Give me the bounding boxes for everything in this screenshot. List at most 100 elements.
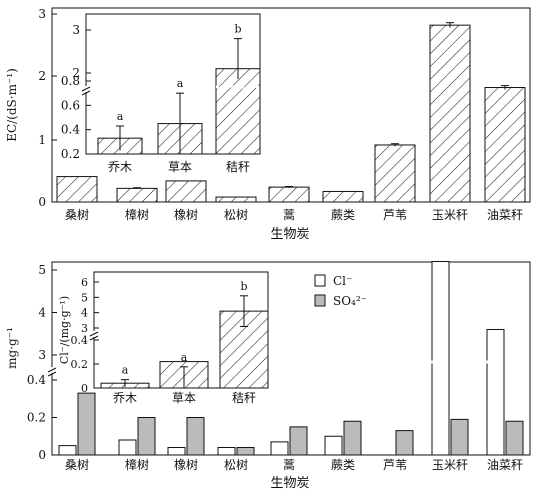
bottom-bars [58, 261, 524, 456]
top-x-tick-label-2: 樟树 [125, 207, 149, 222]
top-x-axis-title: 生物炭 [270, 227, 309, 242]
top-bar-5 [268, 186, 310, 203]
top-y-tick-label: 3 [38, 7, 46, 21]
bottom-y-tick-label: 4 [38, 306, 46, 320]
bottom-bar-so4-8 [450, 418, 469, 456]
bottom-panel: 00.20.4345 mg·g⁻¹ 桑树 樟树 橡树 松树蒿蕨类 芦苇 玉米秆 油菜秆 生物… [5, 261, 531, 491]
bottom-y-tick-label: 0 [38, 448, 46, 462]
top-inset-bars: a a b [97, 23, 261, 155]
bottom-y-tick-label: 5 [38, 263, 46, 277]
bottom-bar-so4-9 [505, 420, 524, 456]
bottom-bar-so4-4 [236, 447, 255, 456]
bottom-x-tick-labels: 桑树 樟树 橡树 松树 蒿 蕨类 芦苇 玉米秆 油菜秆 [65, 457, 523, 472]
top-y-tick-label: 0 [38, 195, 46, 209]
bottom-inset-significance-letter-1: a [122, 364, 129, 377]
legend-label-so4: SO₄²⁻ [333, 294, 367, 308]
legend-label-cl: Cl⁻ [333, 274, 352, 288]
top-x-tick-labels: 桑树 樟树 橡树 松树 蒿 蕨类 芦苇 玉米秆 油菜秆 [65, 207, 523, 222]
bottom-bar-cl-1 [58, 445, 77, 456]
bottom-inset-bars: a a b [100, 280, 269, 389]
bottom-bar-so4-1 [77, 392, 96, 456]
bottom-inset-x-tick-label-2: 草本 [172, 391, 196, 405]
bottom-y-ticks: 0 0.2 0.4 3 4 5 [27, 263, 57, 462]
bottom-bar-so4-3 [186, 417, 205, 456]
top-bar-6 [322, 190, 364, 203]
legend-swatch-cl [314, 274, 326, 287]
top-bar-4 [215, 196, 257, 203]
bottom-x-tick-label-4: 松树 [224, 457, 248, 472]
top-inset-significance-letter-2: a [177, 77, 184, 90]
top-bar-8 [429, 24, 471, 203]
top-inset-axis-break [81, 86, 91, 96]
top-x-tick-label-9: 油菜秆 [487, 208, 523, 222]
top-inset: 0.2 0.4 0.6 0.82 3 a a b 乔木 草本 秸秆 [61, 13, 261, 174]
bottom-inset-y-tick-label: 5 [81, 291, 88, 304]
top-x-tick-label-6: 蕨类 [331, 208, 355, 222]
bottom-y-tick-label: 3 [38, 348, 46, 362]
bottom-inset-x-tick-label-1: 乔木 [113, 391, 137, 405]
top-inset-significance-letter-3: b [234, 23, 241, 36]
bottom-x-tick-label-7: 芦苇 [383, 458, 407, 472]
bottom-inset-significance-letter-2: a [181, 351, 188, 364]
top-inset-y-tick-label: 0.2 [61, 147, 80, 161]
bottom-x-tick-label-1: 桑树 [65, 457, 89, 472]
bottom-bar-cl-5 [270, 441, 289, 456]
top-x-tick-label-7: 芦苇 [383, 208, 407, 222]
bottom-x-tick-label-9: 油菜秆 [487, 458, 523, 472]
bottom-bar-cl-3 [167, 447, 186, 456]
bottom-inset-y-tick-label: 0.2 [71, 358, 89, 371]
bottom-inset-y-ticks: 0 0.2 0.43 4 5 6 [71, 276, 99, 395]
bottom-inset-y-tick-label: 0.4 [71, 334, 89, 347]
top-inset-x-tick-label-1: 乔木 [108, 160, 132, 174]
top-bar-9 [484, 87, 526, 203]
bottom-bar-so4-2 [137, 417, 156, 456]
bottom-inset-y-tick-label: 3 [81, 322, 88, 335]
top-inset-y-tick-label: 0.6 [61, 98, 80, 112]
bottom-inset-y-tick-label: 6 [81, 276, 88, 289]
top-y-tick-label: 2 [38, 69, 46, 83]
top-panel: 0 1 2 3 EC/(dS·m⁻¹) 桑树 樟树 橡树 松树 蒿 蕨类 芦苇 玉米秆 油菜秆 生物炭… [5, 7, 531, 242]
bottom-y-tick-label: 0.2 [27, 411, 46, 425]
top-x-tick-label-1: 桑树 [65, 207, 89, 222]
bottom-bar-so4-7 [395, 430, 414, 456]
bottom-y-axis-title: mg·g⁻¹ [5, 327, 19, 369]
top-inset-y-tick-label: 0.4 [61, 123, 80, 137]
top-bar-3 [165, 180, 207, 203]
top-inset-x-tick-label-3: 秸秆 [226, 160, 250, 174]
bottom-inset-y-tick-label: 4 [81, 307, 88, 320]
bottom-inset-x-tick-label-3: 秸秆 [232, 391, 256, 405]
bottom-bar-cl-6 [324, 435, 343, 456]
bottom-x-tick-label-8: 玉米秆 [432, 458, 468, 472]
bottom-inset-y-axis-title: Cl⁻/(mg·g⁻¹) [58, 296, 71, 364]
bottom-inset-y-tick-label: 0 [81, 382, 88, 395]
bottom-x-axis-title: 生物炭 [270, 476, 309, 491]
bottom-x-tick-label-6: 蕨类 [331, 458, 355, 472]
top-x-tick-label-3: 橡树 [174, 207, 198, 222]
top-x-tick-label-4: 松树 [224, 207, 248, 222]
bottom-bar-cl-2 [118, 439, 137, 456]
top-bars [56, 22, 526, 203]
bottom-bar-cl-8 [431, 261, 450, 456]
top-inset-y-tick-label: 0.8 [61, 74, 80, 88]
bottom-bar-so4-5 [289, 426, 308, 456]
legend: Cl⁻ SO₄²⁻ [314, 274, 367, 308]
bottom-inset-significance-letter-3: b [240, 280, 247, 293]
top-bar-2 [116, 187, 158, 203]
top-bar-1 [56, 176, 98, 203]
top-inset-x-tick-label-2: 草本 [168, 160, 192, 174]
top-inset-significance-letter-1: a [117, 110, 124, 123]
top-inset-x-tick-labels: 乔木 草本 秸秆 [108, 160, 250, 174]
top-y-axis-title: EC/(dS·m⁻¹) [5, 68, 19, 142]
bottom-inset-x-tick-labels: 乔木 草本 秸秆 [113, 391, 256, 405]
top-y-tick-label: 1 [38, 133, 46, 147]
bottom-inset-axis-break [89, 331, 99, 341]
top-inset-y-ticks: 0.2 0.4 0.6 0.82 3 [61, 23, 91, 161]
bottom-x-tick-label-3: 橡树 [174, 457, 198, 472]
top-inset-y-tick-label: 2 [72, 66, 80, 80]
bottom-x-tick-label-5: 蒿 [283, 458, 295, 472]
top-y-ticks: 0 1 2 3 [38, 7, 57, 209]
top-inset-y-tick-label: 3 [72, 23, 80, 37]
bottom-y-tick-label: 0.4 [27, 373, 46, 387]
top-x-tick-label-8: 玉米秆 [432, 208, 468, 222]
